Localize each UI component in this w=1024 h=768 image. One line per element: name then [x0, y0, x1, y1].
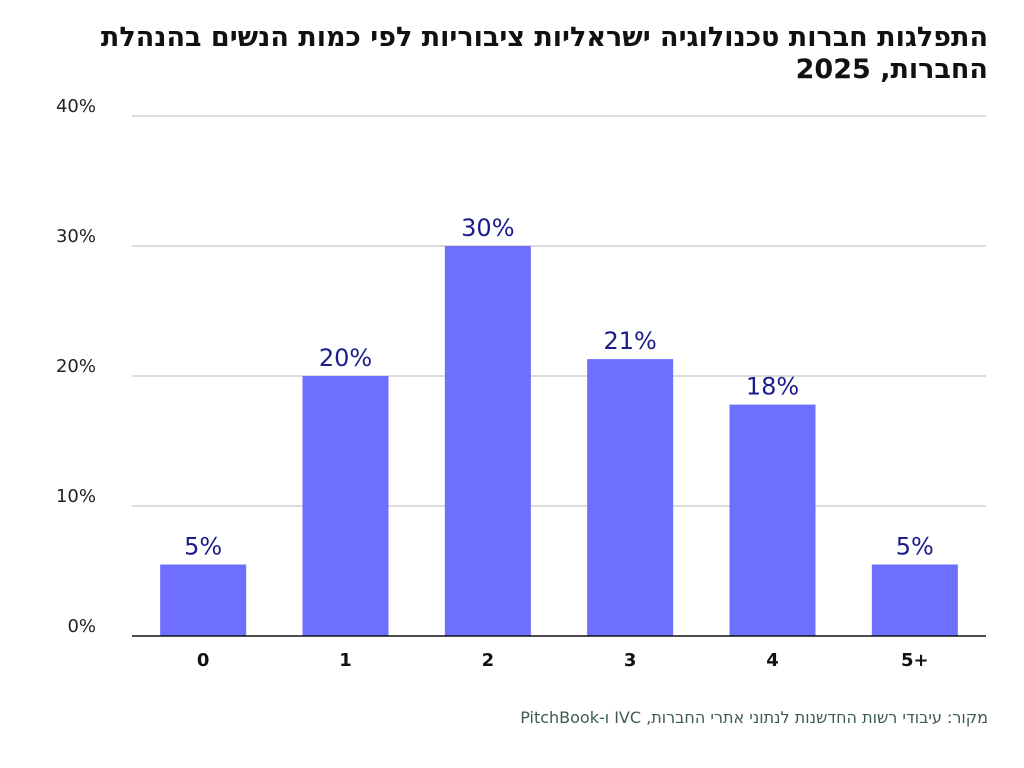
data-label: 30%	[461, 214, 514, 242]
bar	[160, 564, 247, 636]
y-axis-ticks: 0% 10% 20% 30% 40%	[56, 96, 96, 637]
bar	[729, 404, 816, 636]
x-tick-label: 1	[339, 650, 352, 671]
chart-source: מקור: עיבודי רשות החדשנות לנתוני אתרי הח…	[520, 708, 988, 727]
x-tick-label: 3	[624, 650, 637, 671]
bar-chart: 0% 10% 20% 30% 40% 5% 20% 30% 21% 18% 5% 0 1 2 3 4 5+	[56, 96, 986, 671]
data-label: 5%	[896, 533, 934, 561]
x-tick-label: 0	[197, 650, 210, 671]
y-tick-label: 0%	[67, 616, 96, 637]
y-tick-label: 40%	[56, 96, 96, 117]
y-tick-label: 10%	[56, 486, 96, 507]
bar	[444, 246, 531, 636]
data-label: 5%	[184, 533, 222, 561]
bar	[871, 564, 958, 636]
x-tick-label: 5+	[901, 650, 929, 671]
chart-title: התפלגות חברות טכנולוגיה ישראליות ציבוריו…	[100, 22, 988, 85]
bar	[587, 359, 674, 636]
y-tick-label: 20%	[56, 356, 96, 377]
data-label: 20%	[319, 344, 372, 372]
x-tick-label: 2	[482, 650, 495, 671]
data-label: 21%	[603, 327, 656, 355]
bar	[302, 376, 389, 636]
x-tick-label: 4	[766, 650, 779, 671]
gridlines	[132, 115, 986, 507]
data-labels: 5% 20% 30% 21% 18% 5%	[184, 214, 934, 561]
bars	[160, 246, 958, 636]
y-tick-label: 30%	[56, 226, 96, 247]
data-label: 18%	[746, 373, 799, 401]
x-axis-ticks: 0 1 2 3 4 5+	[197, 650, 929, 671]
